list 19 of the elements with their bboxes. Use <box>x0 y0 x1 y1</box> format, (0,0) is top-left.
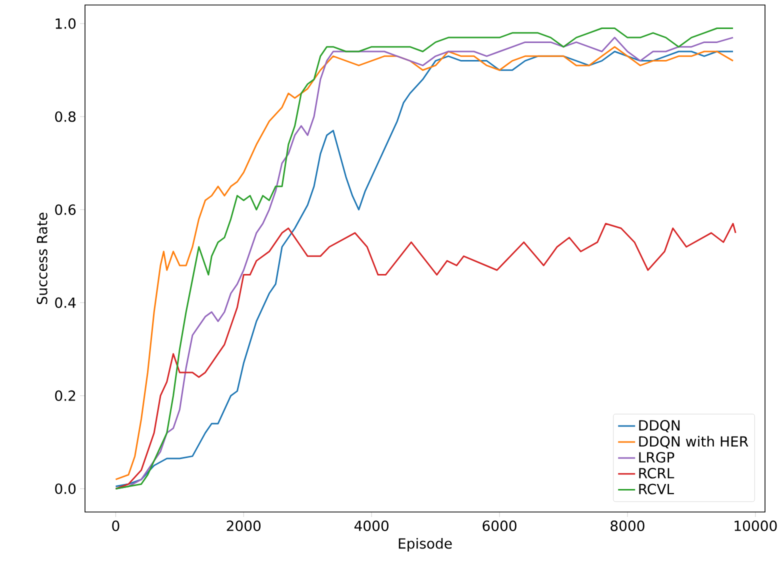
x-axis-title: Episode <box>398 538 452 552</box>
x-tick-label: 2000 <box>226 520 261 532</box>
y-tick-label: 0.8 <box>55 111 76 122</box>
y-axis-title: Success Rate <box>36 212 48 304</box>
y-tick-label: 0.2 <box>55 390 76 402</box>
legend-label: DDQN with HER <box>639 436 748 448</box>
legend-label: RCVL <box>639 484 674 494</box>
x-tick-label: 6000 <box>482 520 516 532</box>
x-tick-label: 4000 <box>354 520 388 532</box>
y-tick-label: 0.4 <box>55 297 76 308</box>
x-tick-label: 8000 <box>610 520 644 532</box>
legend-label: RCRL <box>639 468 674 479</box>
x-tick-label: 0 <box>112 520 120 532</box>
y-tick-label: 0.0 <box>55 483 76 494</box>
y-tick-label: 1.0 <box>56 18 76 29</box>
legend-label: DDQN <box>639 420 680 432</box>
y-tick-label: 0.6 <box>55 204 76 215</box>
legend-label: LRGP <box>639 452 674 463</box>
x-tick-label: 10000 <box>734 520 777 532</box>
